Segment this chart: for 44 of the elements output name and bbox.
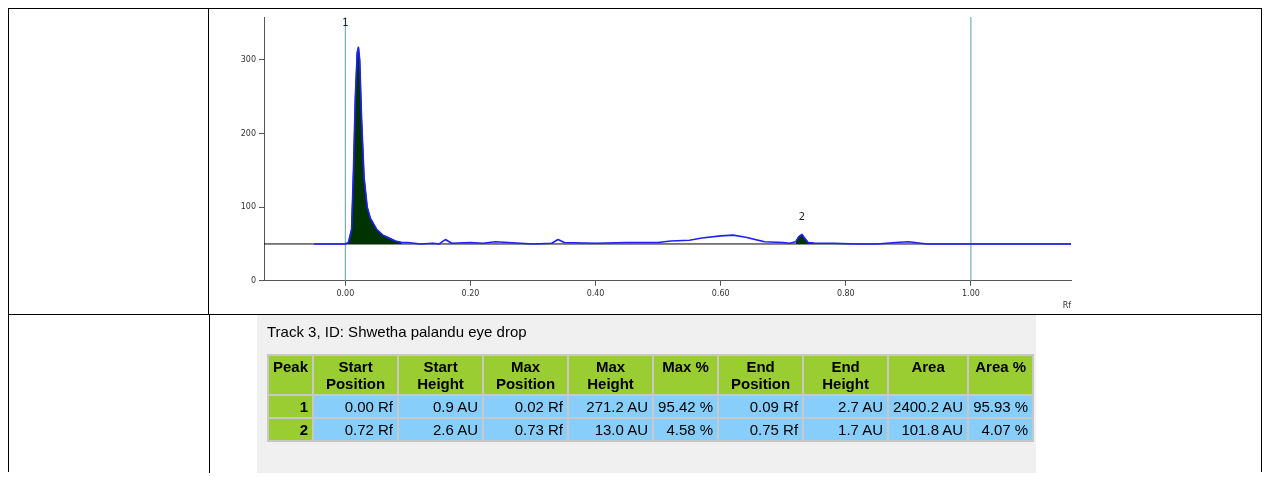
y-tick-label: 300 xyxy=(240,54,256,64)
text: 101.8 AU xyxy=(901,421,964,438)
text: 95.42 % xyxy=(658,398,714,415)
text: 0.00 Rf xyxy=(344,398,394,415)
y-tick-label: 0 xyxy=(250,275,256,285)
text: 0.02 Rf xyxy=(514,398,564,415)
category-label: End Height xyxy=(803,355,889,395)
text: 1.7 AU xyxy=(838,421,884,438)
text: 2.7 AU xyxy=(838,398,884,415)
x-tick-label: 0.60 xyxy=(711,288,730,298)
x-tick-label: 0.80 xyxy=(836,288,855,298)
text: 4.58 % xyxy=(666,421,714,438)
text: 0.09 Rf xyxy=(749,398,799,415)
category-label: Start Position xyxy=(313,355,399,395)
x-tick-label: 0.40 xyxy=(586,288,605,298)
annotation: 1 xyxy=(342,17,349,29)
annotation: 2 xyxy=(798,210,806,222)
category-label: Max Position xyxy=(483,355,569,395)
text: 13.0 AU xyxy=(594,421,649,438)
text: Track 3, ID: Shwetha palandu eye drop xyxy=(267,323,528,340)
x-axis-title: Rf xyxy=(1062,301,1072,311)
category-label: 2 xyxy=(299,421,309,438)
category-label: Max Height xyxy=(568,355,654,395)
text: 0.72 Rf xyxy=(344,421,394,438)
category-label: Peak xyxy=(268,355,314,395)
x-tick-label: 1.00 xyxy=(962,288,980,298)
x-tick-label: 0.00 xyxy=(336,288,355,298)
text: 2400.2 AU xyxy=(893,398,964,415)
category-label: 1 xyxy=(299,398,309,415)
category-label: Start Height xyxy=(398,355,484,395)
text: 0.73 Rf xyxy=(514,421,564,438)
x-tick-label: 0.20 xyxy=(461,288,480,298)
text: 2.6 AU xyxy=(433,421,479,438)
text: 4.07 % xyxy=(981,421,1029,438)
text: 0.9 AU xyxy=(433,398,479,415)
category-label: Area xyxy=(888,355,969,395)
y-tick-label: 200 xyxy=(240,128,256,138)
category-label: End Position xyxy=(718,355,804,395)
y-tick-label: 100 xyxy=(240,202,256,212)
text: 0.75 Rf xyxy=(749,421,799,438)
category-label: Area % xyxy=(968,355,1034,395)
category-label: Max % xyxy=(653,355,719,395)
text: 271.2 AU xyxy=(586,398,649,415)
text: 95.93 % xyxy=(973,398,1029,415)
